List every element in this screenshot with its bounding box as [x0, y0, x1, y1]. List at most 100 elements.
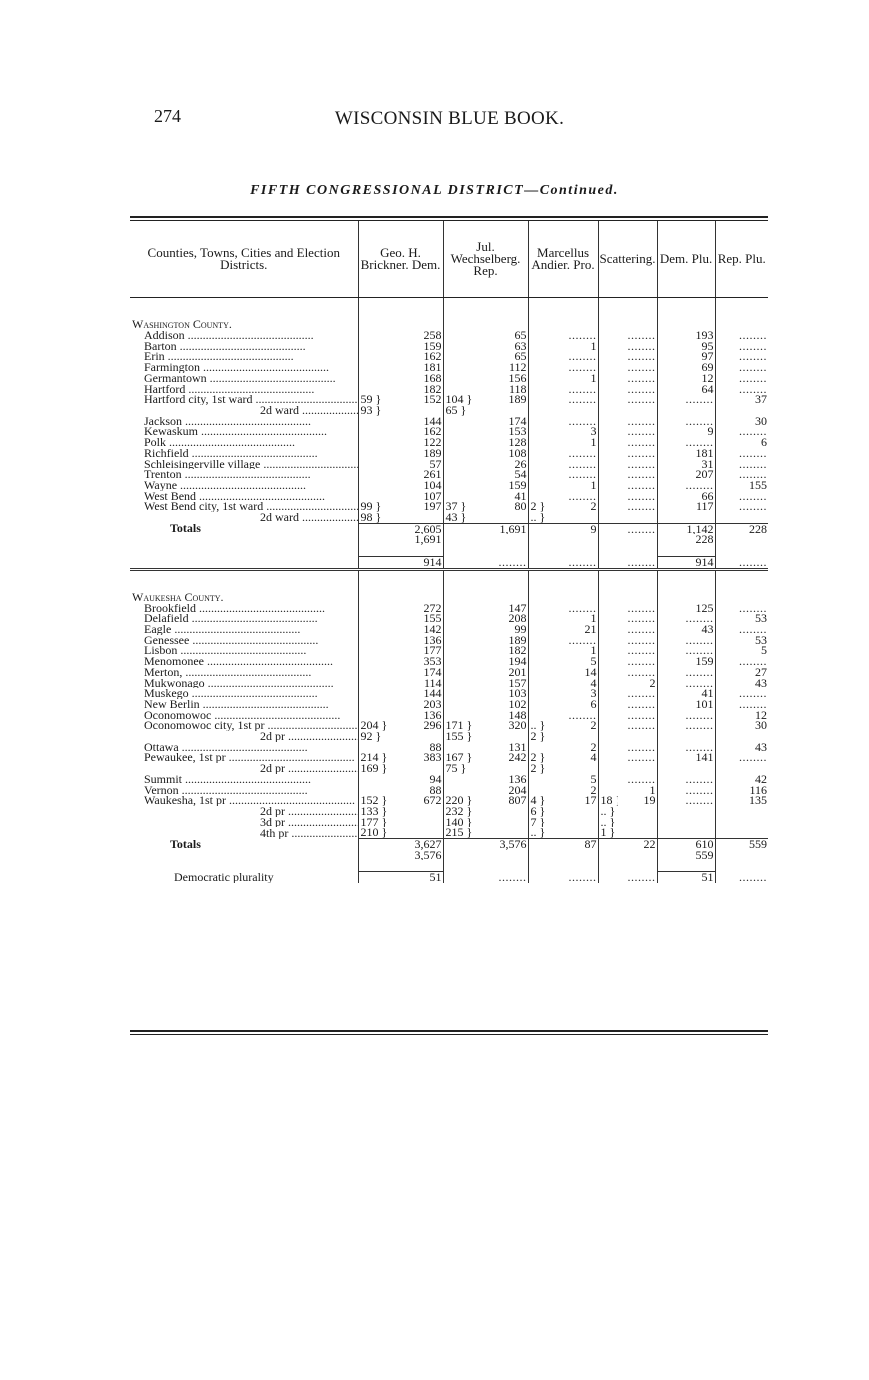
cell-brickner-sub [357, 602, 388, 614]
cell-brickner: 261 [423, 469, 442, 480]
cell-brickner-sub [357, 469, 388, 480]
cell-andier: 1 [590, 340, 597, 352]
cell-brickner-sub [357, 709, 388, 721]
dot-leader [177, 645, 306, 656]
cell-wechselberg [473, 405, 528, 416]
cell-andier: 1 [590, 613, 597, 625]
district-name: Jackson [144, 415, 182, 427]
header-andier: Marcellus Andier. Pro. [527, 221, 599, 298]
district-name: Wayne [144, 479, 178, 491]
dot-leader [171, 624, 300, 635]
plurality-row: 914 914 [130, 555, 769, 571]
cell-andier-sub [527, 362, 554, 373]
cell-scattering [618, 827, 657, 838]
cell-wechselberg-sub [442, 569, 473, 582]
cell-wechselberg: 153 [508, 426, 527, 438]
dot-leader [207, 373, 336, 384]
table-row: 4th pr 210 } 215 } .. } 1 } [130, 827, 769, 839]
cell-andier [553, 384, 598, 395]
cell-andier-sub: .. } [527, 720, 554, 732]
cell-scattering [618, 351, 657, 362]
cell-wechselberg-sub [442, 838, 473, 850]
cell-wechselberg: 54 [514, 469, 527, 480]
cell-dem-plurality [656, 569, 716, 582]
dot-leader [288, 827, 358, 838]
cell-brickner: 174 [423, 666, 442, 678]
cell-brickner: 142 [423, 624, 442, 635]
cell-brickner: 914 [388, 555, 443, 571]
cell-andier: 21 [584, 624, 597, 635]
cell-andier-sub [527, 394, 554, 405]
cell-brickner-sub [357, 688, 388, 699]
cell-label: Muskego [130, 688, 358, 699]
cell-andier-sub [527, 447, 554, 459]
cell-wechselberg-sub [442, 784, 473, 796]
dot-leader [182, 469, 311, 480]
cell-wechselberg: 156 [508, 372, 527, 384]
cell-andier-sub [527, 741, 554, 753]
cell-andier-sub [527, 340, 554, 352]
cell-andier [553, 592, 598, 603]
cell-wechselberg-sub [442, 556, 473, 571]
cell-label: Hartford [130, 384, 358, 395]
cell-wechselberg-sub [442, 479, 473, 491]
cell-rep-plurality [714, 763, 769, 774]
cell-wechselberg-sub: 220 } [442, 795, 473, 806]
cell-wechselberg: 80 [514, 501, 527, 513]
district-name: Kewaskum [144, 426, 198, 438]
cell-scattering-sub [597, 426, 619, 438]
cell-scattering [618, 645, 657, 656]
cell-wechselberg: 63 [514, 340, 527, 352]
cell-rep-plurality [714, 330, 769, 341]
cell-scattering [618, 545, 657, 556]
table-row: Mukwonago 114 157 4 2 43 [130, 677, 769, 689]
cell-scattering [618, 501, 657, 512]
header-districts: Counties, Towns, Cities and Election Dis… [130, 221, 358, 298]
cell-dem-plurality: 141 [656, 752, 716, 764]
cell-andier: 1 [590, 372, 597, 384]
cell-wechselberg: 99 [514, 624, 527, 635]
cell-rep-plurality [714, 319, 769, 331]
cell-brickner-sub: 214 } [357, 752, 388, 764]
cell-label: Merton, [130, 667, 358, 678]
table-row: Kewaskum 162 153 3 9 [130, 426, 769, 438]
top-rule [130, 216, 768, 221]
cell-scattering [618, 569, 657, 581]
cell-rep-plurality: 37 [714, 394, 769, 405]
cell-rep-plurality: 42 [714, 773, 769, 785]
cell-label: 4th pr [130, 827, 358, 838]
cell-brickner-sub [357, 490, 388, 502]
cell-brickner-sub: 133 } [357, 805, 388, 817]
cell-scattering [618, 688, 657, 699]
plurality-label [130, 556, 358, 571]
cell-brickner: 258 [423, 330, 442, 341]
cell-scattering [618, 710, 657, 721]
spacer-row [130, 569, 769, 582]
cell-wechselberg-sub: 37 } [442, 501, 473, 513]
district-name: 2d pr [260, 731, 285, 742]
election-results-table-wrap: Counties, Towns, Cities and Election Dis… [130, 216, 769, 883]
cell-wechselberg-sub [442, 447, 473, 459]
cell-andier-sub [527, 591, 554, 603]
cell-wechselberg: 118 [508, 383, 527, 395]
cell-label: Oconomowoc [130, 710, 358, 721]
table-row: Summit 94 136 5 42 [130, 773, 769, 785]
page-title: WISCONSIN BLUE BOOK. [334, 108, 565, 129]
cell-andier-sub: 6 } [527, 805, 554, 817]
cell-dem-plurality [656, 308, 716, 320]
cell-scattering [618, 309, 657, 320]
cell-brickner-sub: 59 } [357, 394, 388, 405]
cell-scattering [618, 806, 657, 817]
cell-scattering-sub: 1 } [597, 827, 619, 839]
cell-wechselberg-sub [442, 308, 473, 320]
cell-dem-plurality: 97 [656, 351, 716, 363]
cell-label: Germantown [130, 373, 358, 384]
cell-label [130, 298, 358, 309]
county-heading-row: Washington County. [130, 319, 769, 331]
cell-scattering [618, 480, 657, 491]
cell-dem-plurality [656, 666, 716, 678]
totals-label: Totals [170, 523, 201, 535]
district-name: Waukesha, 1st pr [144, 795, 227, 806]
cell-wechselberg: 157 [508, 677, 527, 689]
cell-scattering-sub [597, 784, 619, 796]
